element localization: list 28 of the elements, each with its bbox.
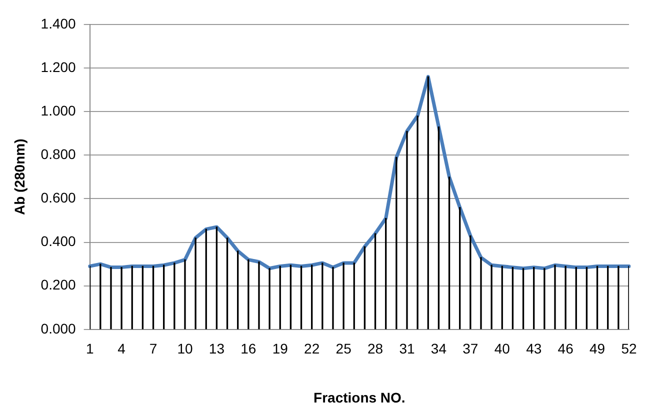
x-tick-label: 31 bbox=[399, 340, 415, 357]
x-tick-label: 16 bbox=[240, 340, 256, 357]
x-tick-label: 52 bbox=[621, 340, 637, 357]
x-tick-label: 49 bbox=[589, 340, 606, 357]
y-tick-label: 1.400 bbox=[40, 15, 76, 32]
y-tick-label: 1.200 bbox=[40, 58, 76, 75]
x-tick-label: 40 bbox=[494, 340, 510, 357]
x-tick-label: 34 bbox=[430, 340, 447, 357]
x-tick-label: 43 bbox=[526, 340, 542, 357]
y-tick-label: 0.400 bbox=[40, 233, 76, 250]
y-tick-label: 0.000 bbox=[40, 320, 76, 336]
x-tick-label: 7 bbox=[149, 340, 158, 357]
x-tick-label: 13 bbox=[208, 340, 225, 357]
x-tick-label: 37 bbox=[462, 340, 478, 357]
x-tick-label: 22 bbox=[304, 340, 320, 357]
x-tick-label: 10 bbox=[177, 340, 193, 357]
x-tick-label: 1 bbox=[86, 340, 94, 357]
y-tick-label: 1.000 bbox=[40, 102, 76, 118]
x-tick-label: 4 bbox=[118, 340, 126, 357]
x-axis-title: Fractions NO. bbox=[314, 389, 406, 406]
y-axis-title: Ab (280nm) bbox=[11, 138, 28, 216]
x-tick-label: 28 bbox=[367, 340, 384, 357]
y-tick-label: 0.800 bbox=[40, 146, 76, 162]
x-tick-label: 19 bbox=[272, 340, 288, 357]
y-tick-label: 0.600 bbox=[40, 190, 76, 206]
x-tick-label: 25 bbox=[336, 340, 352, 357]
x-tick-label: 46 bbox=[558, 340, 574, 357]
y-tick-label: 0.200 bbox=[40, 276, 76, 293]
